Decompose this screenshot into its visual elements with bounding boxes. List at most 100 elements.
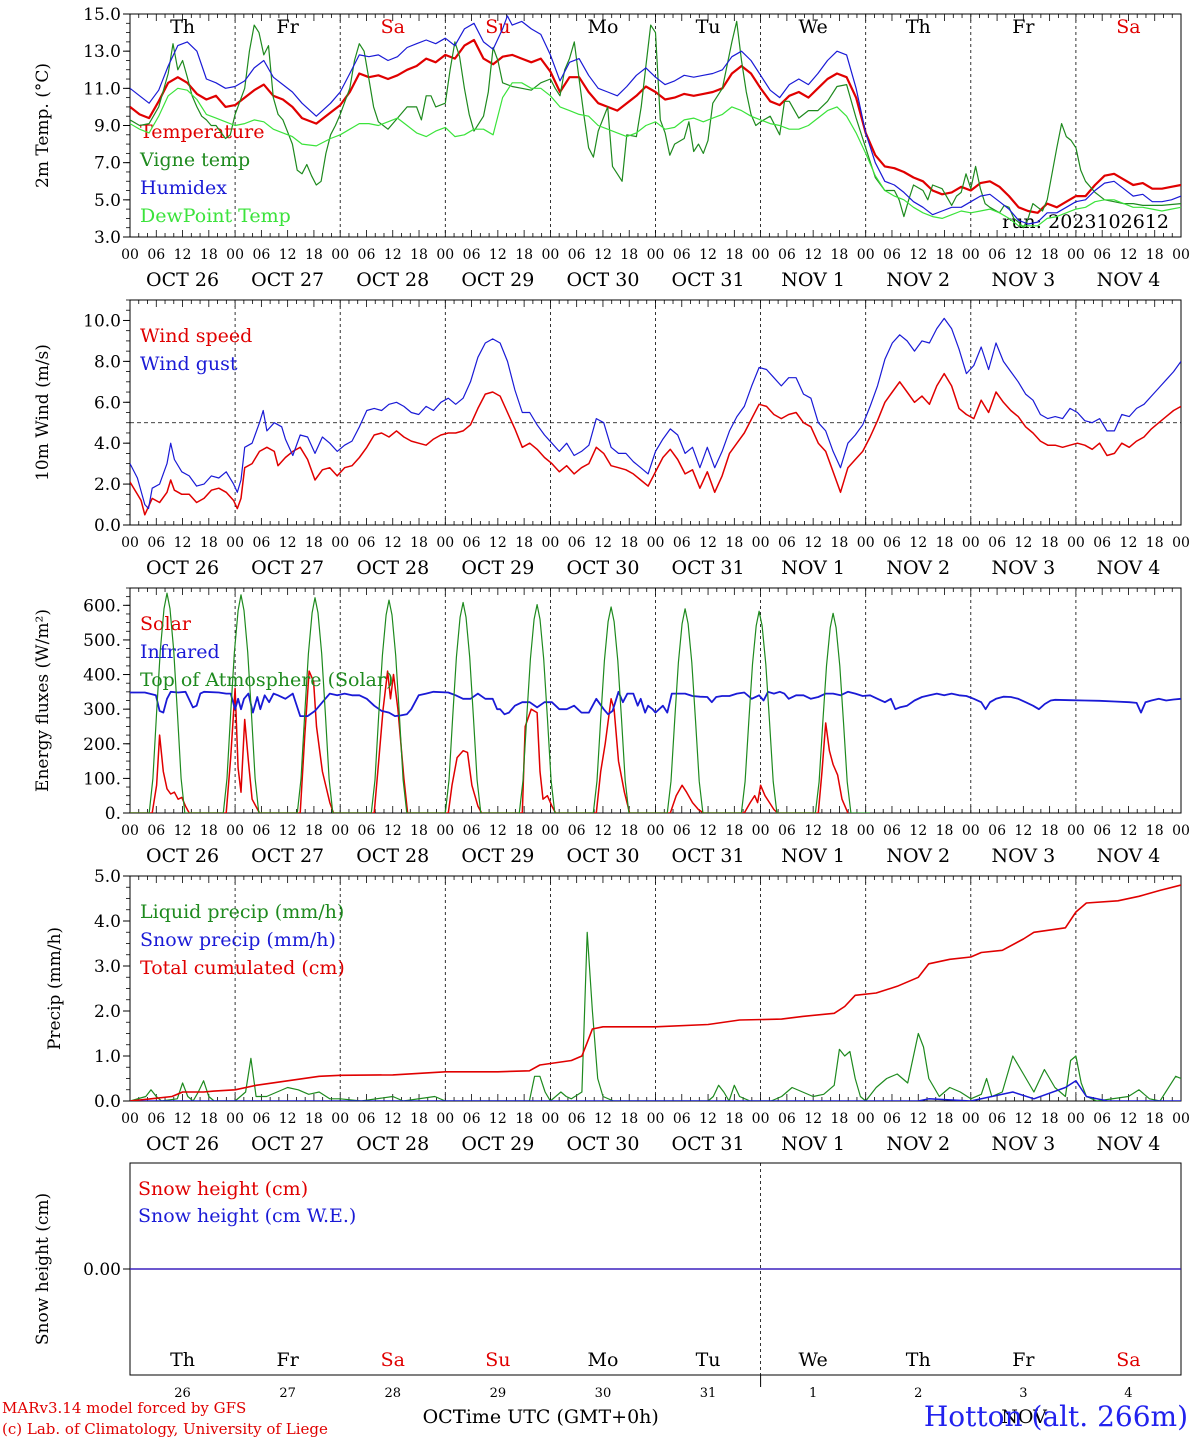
precip-hour-label: 12 — [489, 1111, 507, 1127]
precip-ytick-label: 1.0 — [94, 1047, 121, 1067]
temp-hour-label: 18 — [200, 247, 218, 263]
energy-ytick-label: 300. — [83, 700, 121, 720]
temp-hour-label: 12 — [279, 247, 297, 263]
snow-panel: 0.00 Snow height (cm) Th 26 Fr 27 Sa 28 Su 29 Mo 30… — [33, 1162, 1182, 1428]
bottom-axis-label: Time UTC (GMT+0h) — [453, 1406, 659, 1428]
energy-date-label: OCT 27 — [251, 845, 324, 867]
wind-hour-label: 06 — [463, 535, 481, 551]
temp-hour-label: 18 — [1041, 247, 1059, 263]
precip-date-label: NOV 2 — [886, 1133, 950, 1155]
snow-day-number: 29 — [490, 1386, 507, 1401]
temp-weekday-label: Fr — [1012, 16, 1035, 38]
energy-hour-label: 18 — [725, 823, 743, 839]
temp-hour-label: 12 — [594, 247, 612, 263]
snow-ylabel: Snow height (cm) — [33, 1193, 53, 1345]
temp-weekday-label: Th — [906, 16, 931, 38]
wind-ytick-label: 6.0 — [94, 393, 121, 413]
temp-legend-1: Vigne temp — [139, 149, 250, 171]
temp-series-humidex — [130, 15, 1181, 225]
energy-hour-label: 00 — [752, 823, 770, 839]
temp-hour-label: 12 — [909, 247, 927, 263]
energy-hour-label: 12 — [174, 823, 192, 839]
precip-hour-label: 18 — [620, 1111, 638, 1127]
temp-weekday-label: Sa — [381, 16, 405, 38]
wind-hour-label: 00 — [541, 535, 559, 551]
energy-legend-0: Solar — [140, 613, 192, 635]
wind-hour-label: 18 — [410, 535, 428, 551]
temp-hour-label: 00 — [647, 247, 665, 263]
precip-date-label: NOV 1 — [781, 1133, 845, 1155]
snow-weekday-label: Mo — [587, 1349, 618, 1371]
energy-hour-label: 12 — [804, 823, 822, 839]
energy-hour-label: 06 — [988, 823, 1006, 839]
precip-hour-label: 06 — [988, 1111, 1006, 1127]
wind-legend-0: Wind speed — [140, 325, 252, 347]
energy-hour-label: 00 — [1067, 823, 1085, 839]
energy-hour-label: 12 — [384, 823, 402, 839]
temp-hour-label: 06 — [463, 247, 481, 263]
temp-hour-label: 18 — [515, 247, 533, 263]
wind-date-label: NOV 4 — [1097, 557, 1161, 579]
wind-hour-label: 18 — [831, 535, 849, 551]
precip-hour-label: 00 — [647, 1111, 665, 1127]
wind-hour-label: 06 — [252, 535, 270, 551]
energy-date-label: OCT 29 — [461, 845, 534, 867]
temp-hour-label: 00 — [331, 247, 349, 263]
temp-hour-label: 00 — [541, 247, 559, 263]
temp-date-label: OCT 27 — [251, 269, 324, 291]
precip-hour-label: 12 — [279, 1111, 297, 1127]
precip-series-snow-precip-mm-h — [130, 1080, 1181, 1101]
energy-hour-label: 06 — [883, 823, 901, 839]
temp-weekday-label: Th — [170, 16, 195, 38]
precip-hour-label: 18 — [936, 1111, 954, 1127]
energy-legend-1: Infrared — [140, 641, 220, 663]
wind-hour-label: 00 — [1067, 535, 1085, 551]
precip-hour-label: 18 — [725, 1111, 743, 1127]
wind-hour-label: 06 — [147, 535, 165, 551]
precip-ytick-label: 4.0 — [94, 912, 121, 932]
wind-date-label: NOV 3 — [991, 557, 1055, 579]
energy-date-label: OCT 30 — [566, 845, 639, 867]
snow-legend-0: Snow height (cm) — [138, 1178, 308, 1200]
energy-hour-label: 06 — [252, 823, 270, 839]
precip-hour-label: 12 — [174, 1111, 192, 1127]
energy-hour-label: 18 — [936, 823, 954, 839]
precip-hour-label: 06 — [568, 1111, 586, 1127]
temp-series-vigne-temp — [130, 20, 1181, 229]
precip-hour-label: 12 — [1014, 1111, 1032, 1127]
snow-day-number: 30 — [595, 1386, 612, 1401]
wind-hour-label: 00 — [331, 535, 349, 551]
temp-hour-label: 12 — [384, 247, 402, 263]
precip-legend-2: Total cumulated (cm) — [140, 957, 345, 979]
energy-ytick-label: 600. — [83, 596, 121, 616]
wind-date-label: OCT 27 — [251, 557, 324, 579]
energy-hour-label: 18 — [831, 823, 849, 839]
wind-hour-label: 12 — [699, 535, 717, 551]
wind-frame — [129, 299, 1182, 526]
energy-series-infrared — [130, 690, 1181, 717]
wind-hour-label: 12 — [1120, 535, 1138, 551]
energy-date-label: NOV 1 — [781, 845, 845, 867]
precip-hour-label: 18 — [1041, 1111, 1059, 1127]
precip-hour-label: 00 — [1067, 1111, 1085, 1127]
wind-hour-label: 18 — [620, 535, 638, 551]
wind-hour-label: 00 — [752, 535, 770, 551]
precip-hour-label: 12 — [1120, 1111, 1138, 1127]
temp-series-dewpoint-temp — [130, 82, 1181, 227]
energy-hour-label: 18 — [620, 823, 638, 839]
precip-hour-label: 12 — [804, 1111, 822, 1127]
energy-date-label: NOV 4 — [1097, 845, 1161, 867]
snow-day-number: 31 — [700, 1386, 717, 1401]
energy-hour-label: 18 — [410, 823, 428, 839]
energy-hour-label: 06 — [778, 823, 796, 839]
energy-hour-label: 00 — [1172, 823, 1190, 839]
snow-day-number: 3 — [1019, 1386, 1027, 1401]
temp-date-label: NOV 3 — [991, 269, 1055, 291]
wind-series-wind-speed — [130, 372, 1181, 516]
temp-hour-label: 00 — [436, 247, 454, 263]
temp-ylabel: 2m Temp. (°C) — [33, 63, 53, 188]
precip-hour-label: 06 — [673, 1111, 691, 1127]
precip-series-total-cumulated-cm — [130, 884, 1181, 1101]
wind-hour-label: 18 — [725, 535, 743, 551]
precip-hour-label: 18 — [305, 1111, 323, 1127]
